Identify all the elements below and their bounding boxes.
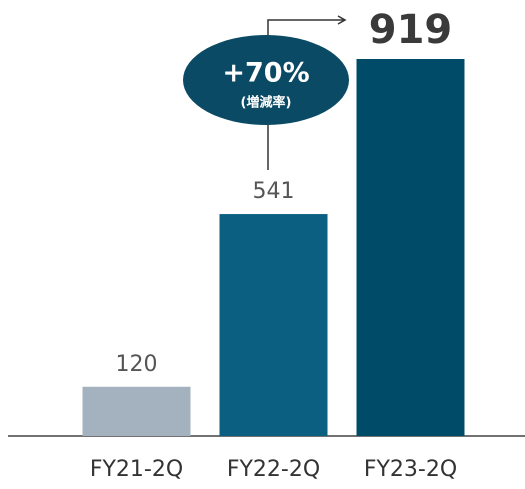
growth-badge — [183, 35, 349, 125]
bar — [219, 214, 328, 436]
bar — [356, 59, 465, 436]
x-tick-label: FY22-2Q — [227, 457, 320, 482]
x-tick-label: FY23-2Q — [364, 457, 457, 482]
growth-arrow — [267, 20, 345, 170]
bar — [82, 386, 191, 436]
value-label: 541 — [253, 179, 295, 204]
x-tick-label: FY21-2Q — [90, 457, 183, 482]
value-label: 120 — [116, 352, 158, 377]
growth-rate: +70% — [222, 58, 309, 89]
growth-caption: (増減率) — [241, 95, 292, 111]
value-label: 919 — [369, 7, 453, 53]
